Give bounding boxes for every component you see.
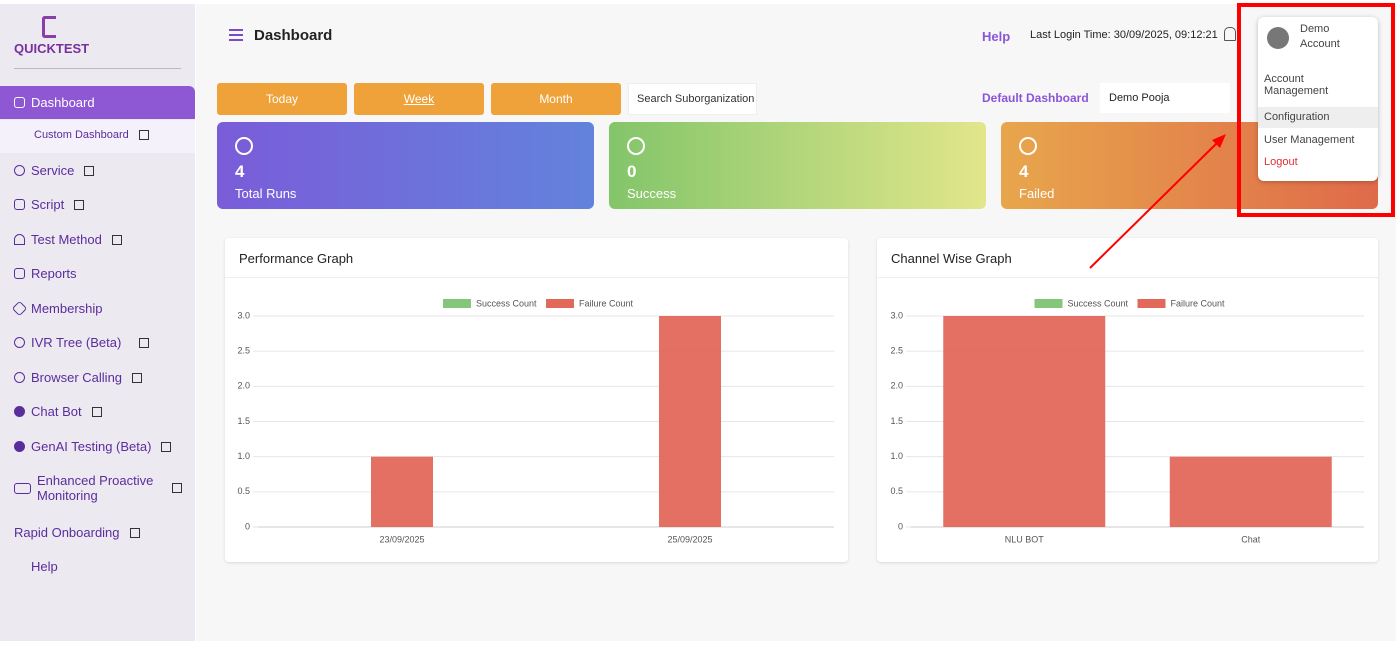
x-tick-label: 25/09/2025 xyxy=(667,534,712,544)
stat-card: 4 Total Runs xyxy=(217,122,594,209)
x-tick-label: Chat xyxy=(1241,534,1261,544)
legend-swatch xyxy=(546,299,574,308)
y-tick-label: 1.0 xyxy=(890,451,903,461)
menu-item[interactable]: User Management xyxy=(1264,134,1355,146)
legend-label: Failure Count xyxy=(579,298,634,308)
logo-icon xyxy=(42,16,56,38)
dashboard-select[interactable]: Demo Pooja xyxy=(1100,83,1230,113)
bar xyxy=(659,316,721,527)
card-label: Failed xyxy=(1019,186,1055,201)
card-value: 0 xyxy=(627,162,637,181)
help-link[interactable]: Help xyxy=(982,29,1011,44)
y-tick-label: 0.5 xyxy=(890,486,903,496)
nav-label: Service xyxy=(31,163,75,178)
nav-item[interactable]: Rapid Onboarding xyxy=(14,525,140,540)
nav-label: Enhanced Proactive Monitoring xyxy=(37,473,154,503)
chart: 0 0.5 1.0 1.5 2.0 2.5 3.0 23/09/2025 25/09/2025 S… xyxy=(237,298,834,544)
nav-item[interactable]: Custom Dashboard xyxy=(34,129,149,141)
search-input[interactable]: Search Suborganization xyxy=(628,83,757,115)
sidebar: QUICKTEST Dashboard Custom Dashboard Ser… xyxy=(0,4,195,641)
sub-bg xyxy=(0,120,195,153)
nav-item[interactable]: Browser Calling xyxy=(14,370,143,385)
y-tick-label: 2.0 xyxy=(890,381,903,391)
legend-swatch xyxy=(1034,299,1063,308)
bar xyxy=(943,316,1106,527)
nav-item[interactable]: Membership xyxy=(11,300,103,317)
divider xyxy=(14,68,181,69)
y-tick-label: 2.5 xyxy=(890,346,903,356)
nav-item[interactable]: Chat Bot xyxy=(14,404,102,419)
x-tick-label: 23/09/2025 xyxy=(379,534,424,544)
user-menu: Demo Account Account Management Configur… xyxy=(1258,17,1378,181)
user-name: Demo Account xyxy=(1300,23,1340,50)
menu-item[interactable]: Account Management xyxy=(1264,73,1329,97)
filter-button[interactable]: Week xyxy=(354,83,484,115)
bell-icon[interactable] xyxy=(1224,27,1236,41)
legend-label: Success Count xyxy=(1068,298,1129,308)
nav-label: Script xyxy=(31,197,65,212)
chart-panel: Channel Wise Graph 0 0.5 1.0 1.5 2.0 2.5 3.0 NLU… xyxy=(877,238,1378,562)
chart-panel: Performance Graph 0 0.5 1.0 1.5 2.0 2.5 3.0 23/0… xyxy=(225,238,848,562)
nav-item[interactable]: Script xyxy=(14,197,85,212)
y-tick-label: 0 xyxy=(898,521,903,531)
menu-item[interactable]: Configuration xyxy=(1264,111,1330,123)
hover-bg xyxy=(1258,107,1378,128)
chart-title: Performance Graph xyxy=(239,251,354,266)
y-tick-label: 0.5 xyxy=(237,486,250,496)
chart-title: Channel Wise Graph xyxy=(891,251,1012,266)
filter-button[interactable]: Today xyxy=(217,83,347,115)
legend-label: Success Count xyxy=(476,298,537,308)
nav-item[interactable]: Enhanced Proactive Monitoring xyxy=(14,473,182,503)
nav-label: Reports xyxy=(31,266,77,281)
page-title: Dashboard xyxy=(254,27,333,44)
avatar xyxy=(1267,27,1289,49)
menu-item[interactable]: Logout xyxy=(1264,156,1298,168)
card-value: 4 xyxy=(235,162,245,181)
legend-swatch xyxy=(1137,299,1166,308)
logo: QUICKTEST xyxy=(14,41,90,56)
nav-item[interactable]: IVR Tree (Beta) xyxy=(14,335,150,350)
y-tick-label: 2.5 xyxy=(237,346,250,356)
nav-label: Rapid Onboarding xyxy=(14,525,120,540)
nav-label: IVR Tree (Beta) xyxy=(31,335,122,350)
nav-label: Chat Bot xyxy=(31,404,82,419)
y-tick-label: 2.0 xyxy=(237,381,250,391)
default-dashboard-label: Default Dashboard xyxy=(982,91,1089,105)
highlight-box xyxy=(1237,3,1395,217)
y-tick-label: 1.5 xyxy=(237,416,250,426)
chart: 0 0.5 1.0 1.5 2.0 2.5 3.0 NLU BOT Chat Success Co… xyxy=(890,298,1364,544)
legend-swatch xyxy=(443,299,471,308)
filter-button[interactable]: Month xyxy=(491,83,621,115)
y-tick-label: 1.0 xyxy=(237,451,250,461)
nav-label: Custom Dashboard xyxy=(34,129,129,141)
nav-label: Browser Calling xyxy=(31,370,123,385)
nav-label: Dashboard xyxy=(31,95,95,110)
nav-item[interactable]: Dashboard xyxy=(14,95,95,110)
card-label: Success xyxy=(627,186,677,201)
menu-icon[interactable] xyxy=(229,29,243,41)
bar xyxy=(371,456,433,527)
active-bg xyxy=(0,86,195,119)
nav-label: Membership xyxy=(31,301,103,316)
nav-item[interactable]: Help xyxy=(31,559,58,574)
nav-item[interactable]: Test Method xyxy=(14,232,122,247)
nav-item[interactable]: Reports xyxy=(14,266,77,281)
card-value: 4 xyxy=(1019,162,1029,181)
y-tick-label: 3.0 xyxy=(237,310,250,320)
last-login: Last Login Time: 30/09/2025, 09:12:21 xyxy=(1030,29,1218,41)
nav-item[interactable]: GenAI Testing (Beta) xyxy=(14,439,172,454)
bar xyxy=(1169,456,1332,527)
y-tick-label: 3.0 xyxy=(890,310,903,320)
stat-card: 0 Success xyxy=(609,122,986,209)
nav-label: Help xyxy=(31,559,58,574)
card-label: Total Runs xyxy=(235,186,297,201)
nav-label: Test Method xyxy=(31,232,102,247)
y-tick-label: 0 xyxy=(245,521,250,531)
nav-item[interactable]: Service xyxy=(14,163,95,178)
x-tick-label: NLU BOT xyxy=(1005,534,1045,544)
nav-label: GenAI Testing (Beta) xyxy=(31,439,152,454)
legend-label: Failure Count xyxy=(1171,298,1226,308)
y-tick-label: 1.5 xyxy=(890,416,903,426)
